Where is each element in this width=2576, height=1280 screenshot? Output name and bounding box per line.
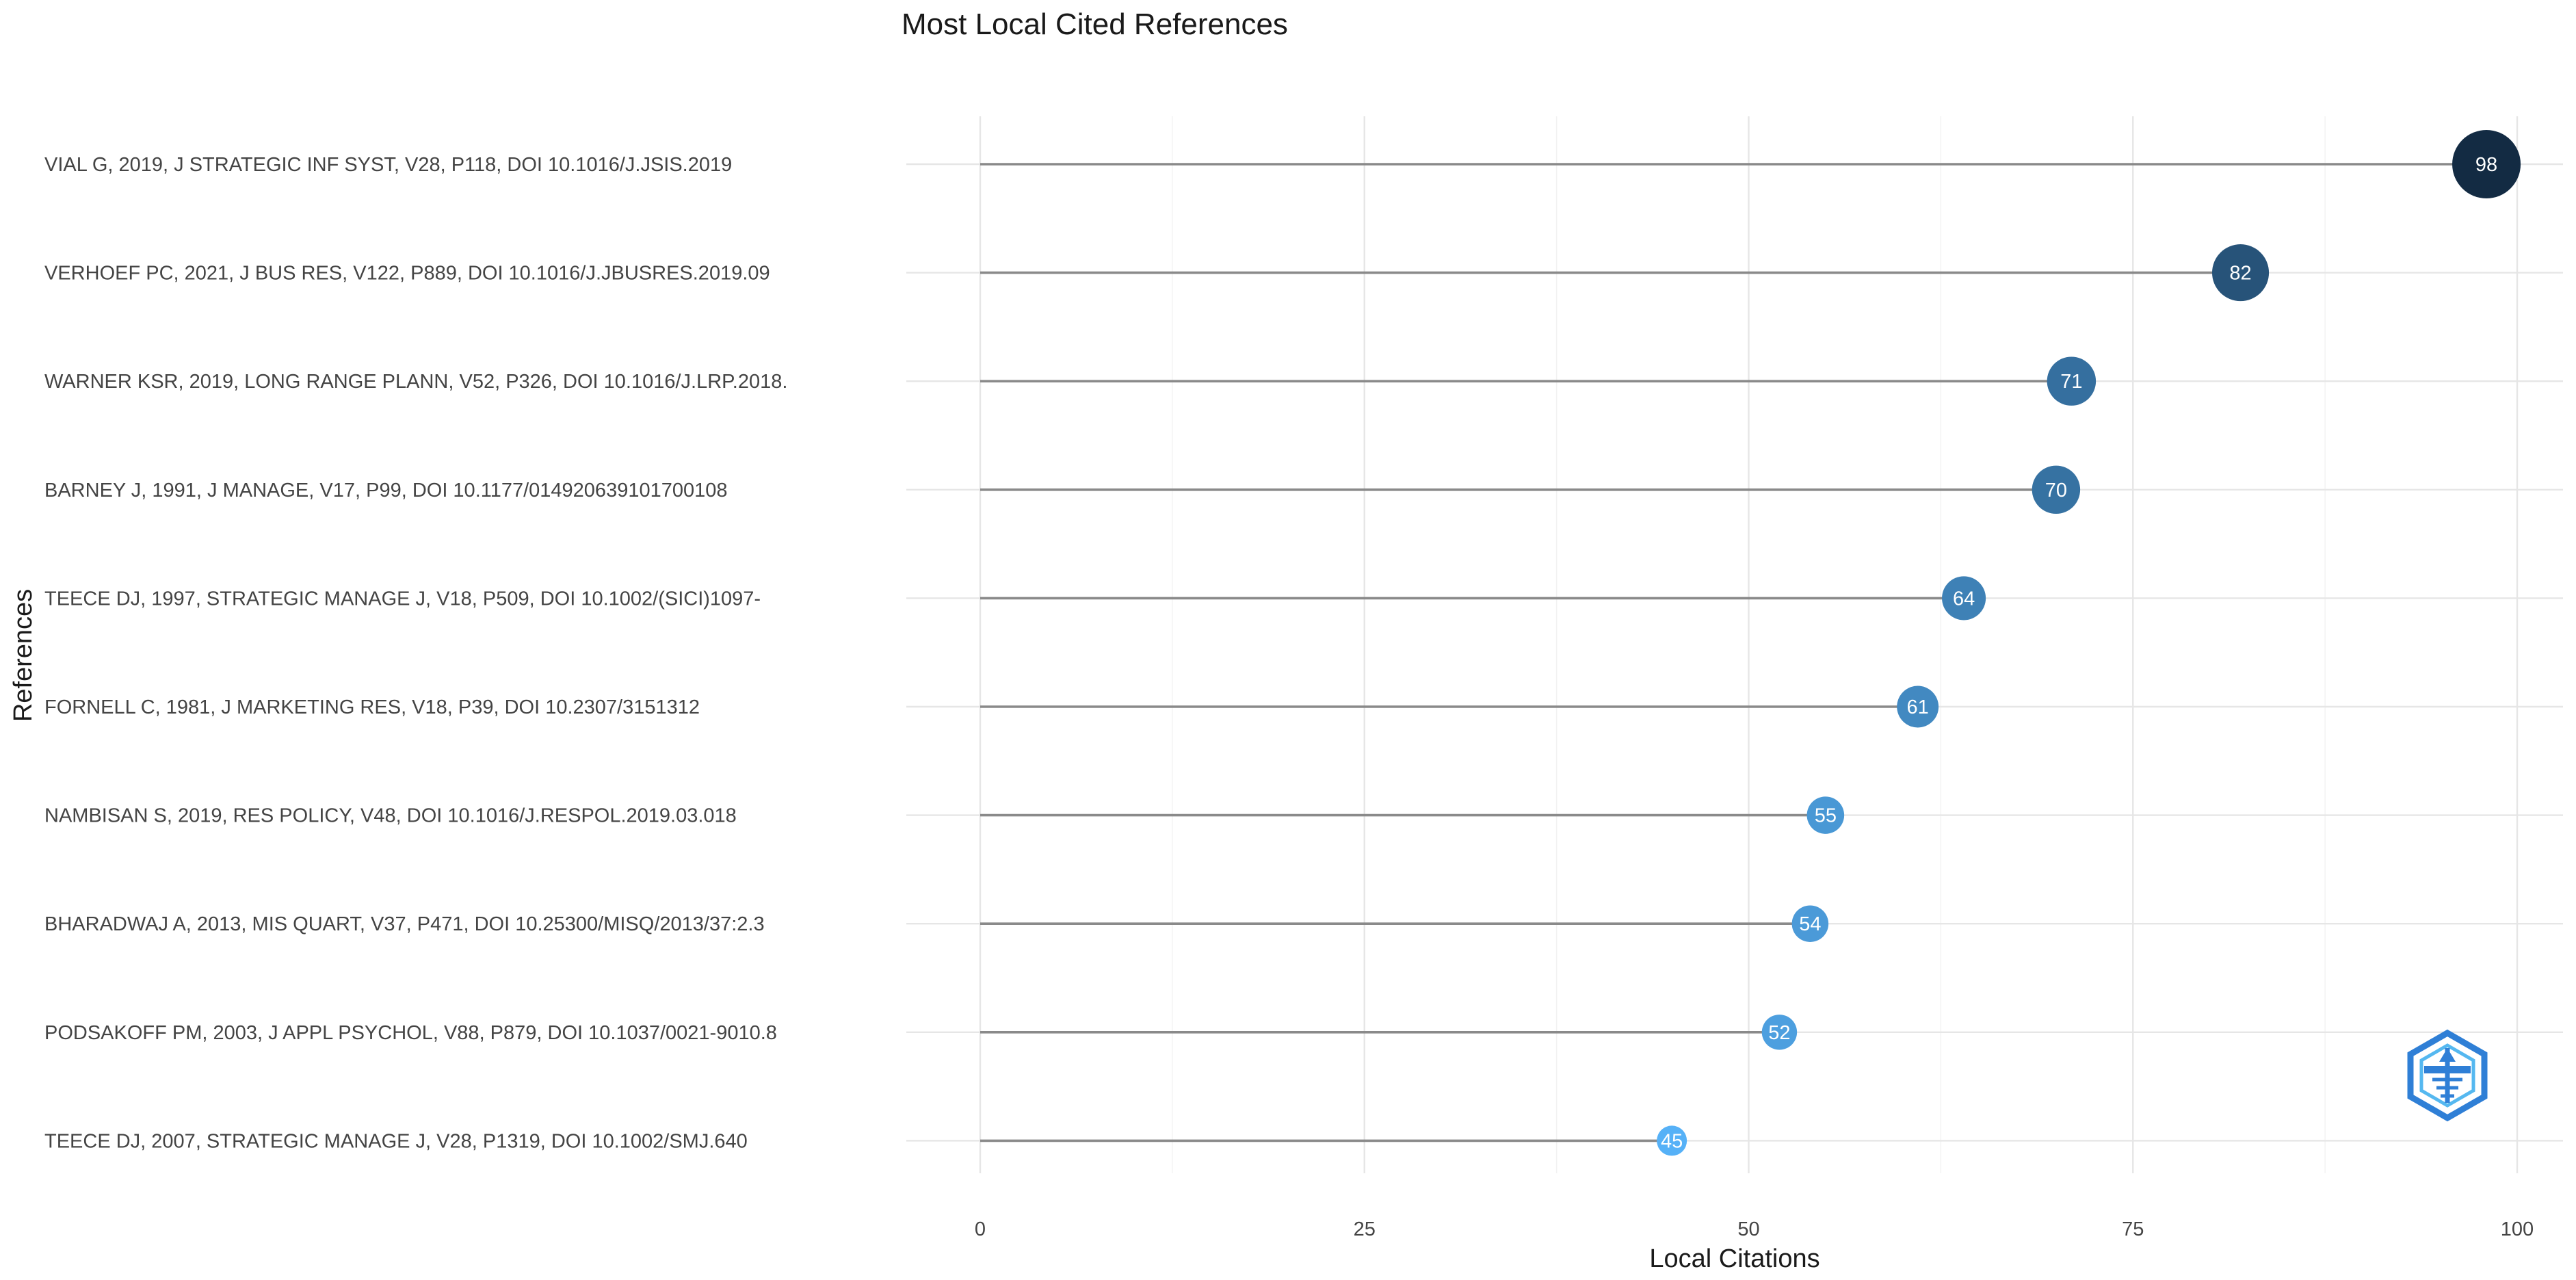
data-label: 98 [2475, 154, 2497, 176]
category-label: FORNELL C, 1981, J MARKETING RES, V18, P… [44, 696, 700, 718]
stem-layer [980, 163, 2487, 1142]
x-tick-label: 50 [1737, 1218, 1759, 1240]
lollipop-point [1657, 1125, 1687, 1156]
lollipop-point [1897, 685, 1939, 728]
x-tick-label: 0 [975, 1218, 986, 1240]
x-tick-labels: 0 25 50 75 100 [975, 1218, 2534, 1240]
x-tick-label: 100 [2501, 1218, 2534, 1240]
category-labels: VIAL G, 2019, J STRATEGIC INF SYST, V28,… [44, 154, 787, 1152]
lollipop-point [1761, 1015, 1798, 1050]
x-tick-label: 75 [2122, 1218, 2144, 1240]
data-label: 70 [2045, 480, 2067, 501]
category-label: NAMBISAN S, 2019, RES POLICY, V48, DOI 1… [44, 805, 737, 827]
category-label: WARNER KSR, 2019, LONG RANGE PLANN, V52,… [44, 371, 787, 393]
category-label: BARNEY J, 1991, J MANAGE, V17, P99, DOI … [44, 480, 727, 501]
category-label: PODSAKOFF PM, 2003, J APPL PSYCHOL, V88,… [44, 1022, 777, 1044]
data-label: 71 [2060, 371, 2082, 393]
data-label: 82 [2229, 263, 2251, 285]
category-label: VIAL G, 2019, J STRATEGIC INF SYST, V28,… [44, 154, 732, 176]
category-label: TEECE DJ, 1997, STRATEGIC MANAGE J, V18,… [44, 588, 761, 610]
lollipop-point [2452, 130, 2521, 198]
y-axis-title: References [9, 589, 38, 722]
lollipop-point [1806, 796, 1845, 834]
category-label: BHARADWAJ A, 2013, MIS QUART, V37, P471,… [44, 913, 765, 935]
lollipop-point [2047, 356, 2097, 406]
data-label: 61 [1907, 696, 1929, 718]
data-label: 45 [1661, 1130, 1683, 1152]
bibliometrix-logo-icon [2407, 1029, 2488, 1122]
category-label: VERHOEF PC, 2021, J BUS RES, V122, P889,… [44, 263, 770, 285]
lollipop-point [1942, 576, 1986, 621]
data-label: 54 [1799, 913, 1821, 935]
x-axis-title: Local Citations [1649, 1244, 1819, 1273]
data-label: 55 [1815, 805, 1837, 827]
data-label: 64 [1953, 588, 1975, 610]
lollipop-point [2032, 465, 2081, 514]
lollipop-point [2211, 244, 2270, 302]
lollipop-point [1791, 905, 1829, 942]
data-label: 52 [1768, 1022, 1790, 1044]
chart-title: Most Local Cited References [902, 8, 1288, 41]
x-tick-label: 25 [1354, 1218, 1376, 1240]
point-layer: 98 82 71 70 64 61 55 54 52 45 [1657, 130, 2521, 1156]
category-label: TEECE DJ, 2007, STRATEGIC MANAGE J, V28,… [44, 1130, 748, 1152]
